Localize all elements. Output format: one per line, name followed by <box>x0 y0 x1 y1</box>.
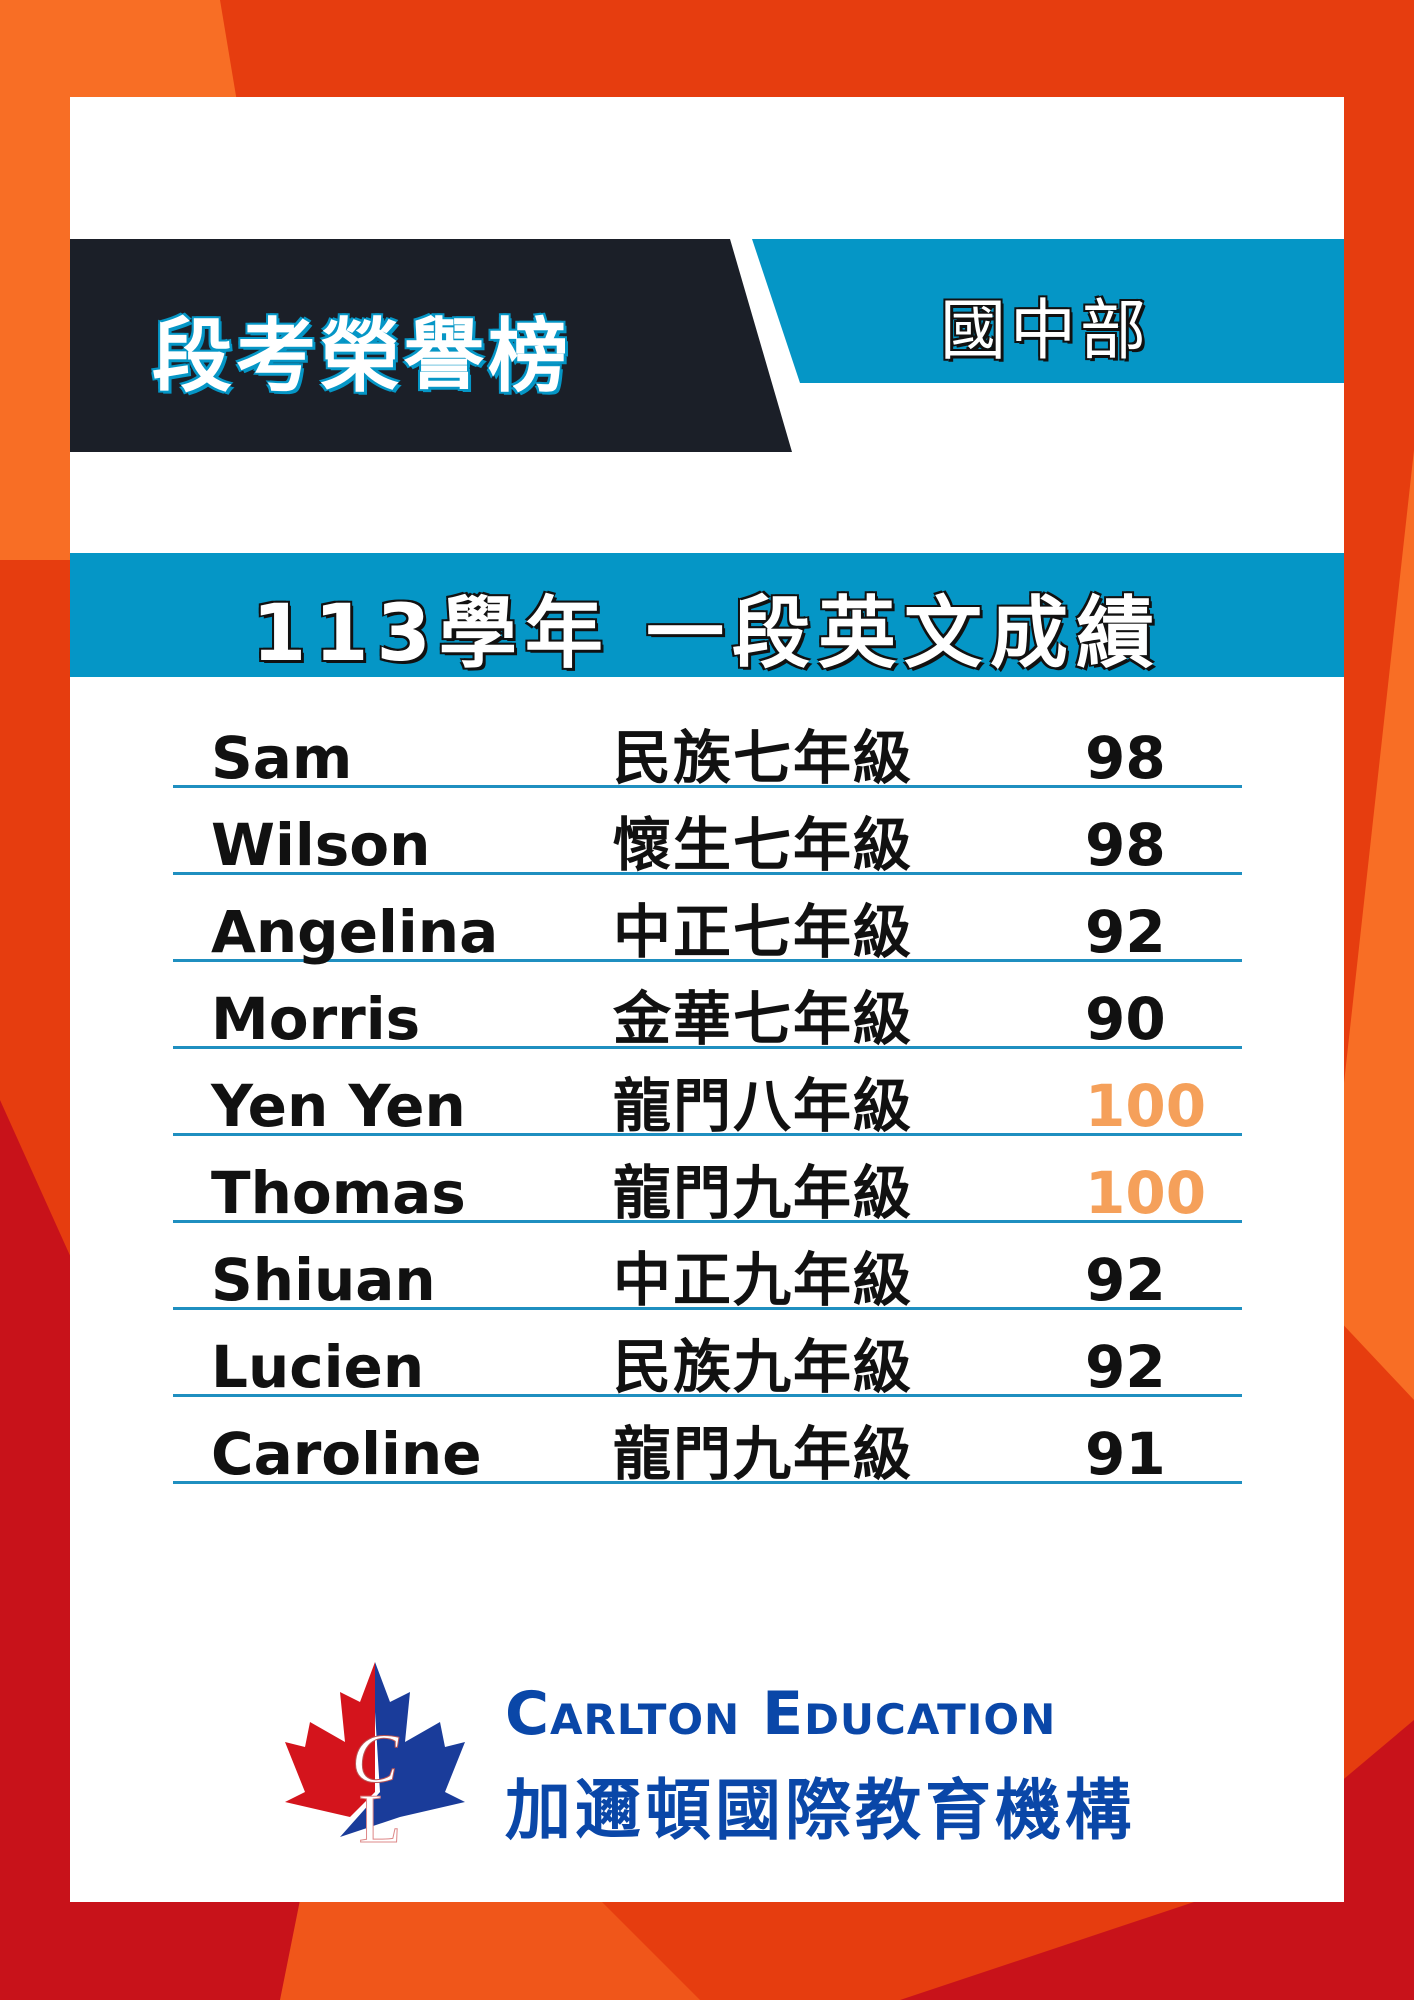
school-grade: 中正七年級 <box>613 898 914 966</box>
subtitle-band: 113學年 一段英文成績 <box>70 553 1344 679</box>
student-name: Wilson <box>211 811 431 879</box>
student-name: Lucien <box>211 1333 425 1401</box>
table-row: Sam 民族七年級 98 <box>173 701 1242 788</box>
score: 98 <box>1085 811 1166 879</box>
svg-text:C: C <box>352 1721 400 1798</box>
results-table: Sam 民族七年級 98 Wilson 懷生七年級 98 Angelina 中正七年級 92 Mo… <box>173 701 1242 1484</box>
subtitle: 113學年 一段英文成績 <box>252 589 1162 679</box>
school-grade: 中正九年級 <box>613 1246 914 1314</box>
student-name: Caroline <box>211 1420 482 1488</box>
student-name: Thomas <box>211 1159 466 1227</box>
maple-leaf-icon: C L <box>285 1662 465 1852</box>
school-grade: 金華七年級 <box>613 985 914 1053</box>
school-grade: 龍門九年級 <box>613 1159 914 1227</box>
score: 100 <box>1085 1159 1207 1227</box>
table-row: Wilson 懷生七年級 98 <box>173 788 1242 875</box>
title-band <box>70 239 792 452</box>
brand-name-en: Carlton Education <box>505 1679 1057 1749</box>
score: 91 <box>1085 1420 1166 1488</box>
table-row: Shiuan 中正九年級 92 <box>173 1223 1242 1310</box>
score: 92 <box>1085 898 1166 966</box>
table-row: Morris 金華七年級 90 <box>173 962 1242 1049</box>
school-grade: 懷生七年級 <box>613 811 914 879</box>
score: 100 <box>1085 1072 1207 1140</box>
honor-card: 段考榮譽榜 國中部 113學年 一段英文成績 Sam 民族七年級 98 Wilson 懷… <box>70 97 1344 1902</box>
table-row: Yen Yen 龍門八年級 100 <box>173 1049 1242 1136</box>
svg-text:L: L <box>359 1781 402 1852</box>
student-name: Morris <box>211 985 421 1053</box>
student-name: Shiuan <box>211 1246 436 1314</box>
brand-name-zh: 加邇頓國際教育機構 <box>505 1772 1135 1849</box>
student-name: Sam <box>211 724 353 792</box>
school-grade: 龍門八年級 <box>613 1072 914 1140</box>
page-title: 段考榮譽榜 <box>152 310 572 403</box>
school-grade: 龍門九年級 <box>613 1420 914 1488</box>
score: 92 <box>1085 1333 1166 1401</box>
table-row: Angelina 中正七年級 92 <box>173 875 1242 962</box>
score: 90 <box>1085 985 1166 1053</box>
student-name: Angelina <box>211 898 499 966</box>
student-name: Yen Yen <box>211 1072 466 1140</box>
table-row: Caroline 龍門九年級 91 <box>173 1397 1242 1484</box>
table-row: Thomas 龍門九年級 100 <box>173 1136 1242 1223</box>
school-grade: 民族九年級 <box>613 1333 914 1401</box>
score: 98 <box>1085 724 1166 792</box>
department-tab <box>752 239 1344 383</box>
department-label: 國中部 <box>940 292 1150 369</box>
school-grade: 民族七年級 <box>613 724 914 792</box>
table-row: Lucien 民族九年級 92 <box>173 1310 1242 1397</box>
score: 92 <box>1085 1246 1166 1314</box>
